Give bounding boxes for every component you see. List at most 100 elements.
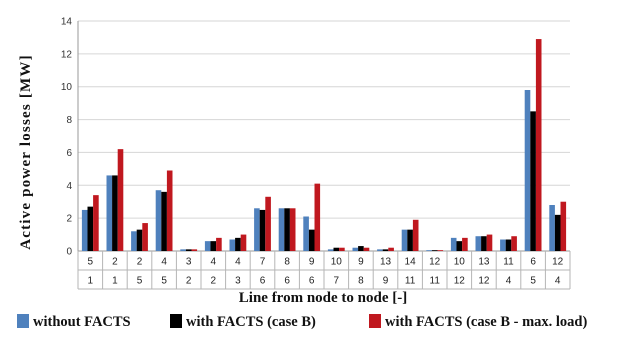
bar — [505, 239, 512, 251]
category-from-node: 10 — [454, 257, 466, 268]
bar — [185, 249, 192, 251]
bar — [87, 206, 94, 251]
category-to-node: 12 — [454, 276, 466, 287]
bar — [377, 249, 383, 251]
bar — [278, 208, 285, 251]
category-to-node: 5 — [137, 276, 143, 287]
category-from-node: 12 — [429, 257, 441, 268]
bar — [426, 250, 432, 251]
category-to-node: 5 — [161, 276, 167, 287]
bar — [161, 191, 167, 251]
x-axis-label: Line from node to node [-] — [239, 290, 407, 306]
category-from-node: 4 — [211, 257, 217, 268]
bar — [456, 241, 463, 251]
bar — [554, 214, 561, 251]
bar — [166, 170, 173, 251]
category-from-node: 2 — [137, 257, 143, 268]
legend-label: with FACTS (case B) — [186, 314, 316, 330]
bar — [333, 247, 340, 251]
category-from-node: 4 — [235, 257, 241, 268]
bar — [412, 219, 419, 251]
bar — [81, 209, 88, 251]
category-to-node: 9 — [383, 276, 389, 287]
bar — [106, 175, 113, 251]
bar — [339, 247, 345, 251]
bar — [259, 209, 266, 251]
category-to-node: 7 — [334, 276, 340, 287]
category-to-node: 12 — [478, 276, 490, 287]
category-to-node: 4 — [506, 276, 512, 287]
category-to-node: 8 — [358, 276, 364, 287]
bar — [131, 231, 137, 251]
category-to-node: 2 — [186, 276, 192, 287]
bar — [289, 208, 296, 251]
bar — [142, 223, 148, 251]
bar — [437, 250, 444, 251]
bar — [511, 236, 517, 251]
bar — [549, 205, 555, 251]
bar — [500, 239, 506, 251]
category-to-node: 6 — [284, 276, 290, 287]
y-axis-label: Active power losses [MW] — [18, 54, 34, 250]
bar — [136, 229, 143, 251]
category-to-node: 1 — [88, 276, 94, 287]
bar — [204, 241, 211, 251]
bar — [352, 247, 359, 251]
category-from-node: 6 — [530, 257, 536, 268]
category-from-node: 4 — [161, 257, 167, 268]
bar — [388, 247, 394, 251]
bar — [401, 229, 408, 251]
bar — [314, 183, 321, 251]
bar — [524, 90, 531, 251]
category-from-node: 9 — [309, 257, 315, 268]
bar — [363, 247, 370, 251]
category-table: 5121254532424376869610798139141112111012… — [77, 251, 571, 290]
bar — [308, 229, 315, 251]
bar — [284, 208, 290, 251]
y-tick-label: 8 — [66, 115, 72, 126]
category-to-node: 6 — [309, 276, 315, 287]
bar — [93, 195, 99, 251]
bar — [112, 175, 118, 251]
bar — [254, 208, 260, 251]
bar — [462, 237, 468, 251]
category-to-node: 1 — [112, 276, 118, 287]
category-from-node: 2 — [112, 257, 118, 268]
category-to-node: 6 — [260, 276, 266, 287]
bar — [155, 190, 162, 251]
bar — [210, 241, 217, 251]
gridlines — [77, 20, 570, 252]
bar — [327, 249, 334, 251]
bar — [240, 234, 247, 251]
y-tick-label: 0 — [66, 247, 72, 258]
category-to-node: 3 — [235, 276, 241, 287]
y-tick-label: 14 — [61, 17, 73, 28]
bar — [530, 111, 536, 251]
category-from-node: 3 — [186, 257, 192, 268]
y-tick-label: 12 — [61, 49, 73, 60]
y-tick-labels: 0 2 4 6 8 10 12 14 — [61, 17, 73, 258]
category-to-node: 11 — [430, 276, 441, 287]
bar — [475, 236, 482, 251]
bar — [180, 249, 186, 251]
bar — [358, 246, 364, 251]
y-tick-label: 4 — [66, 181, 72, 192]
category-to-node: 2 — [211, 276, 217, 287]
bar — [560, 201, 567, 251]
bar — [450, 237, 457, 251]
category-from-node: 12 — [552, 257, 564, 268]
category-from-node: 10 — [331, 257, 343, 268]
bar — [265, 196, 271, 251]
bar — [535, 39, 542, 252]
category-from-node: 7 — [260, 257, 266, 268]
bar — [303, 216, 309, 251]
category-to-node: 4 — [555, 276, 561, 287]
category-from-node: 8 — [284, 257, 290, 268]
category-to-node: 11 — [405, 276, 416, 287]
bars — [81, 39, 567, 252]
category-from-node: 9 — [358, 257, 364, 268]
category-from-node: 5 — [88, 257, 94, 268]
category-to-node: 5 — [530, 276, 536, 287]
legend-label: with FACTS (case B - max. load) — [385, 314, 587, 330]
